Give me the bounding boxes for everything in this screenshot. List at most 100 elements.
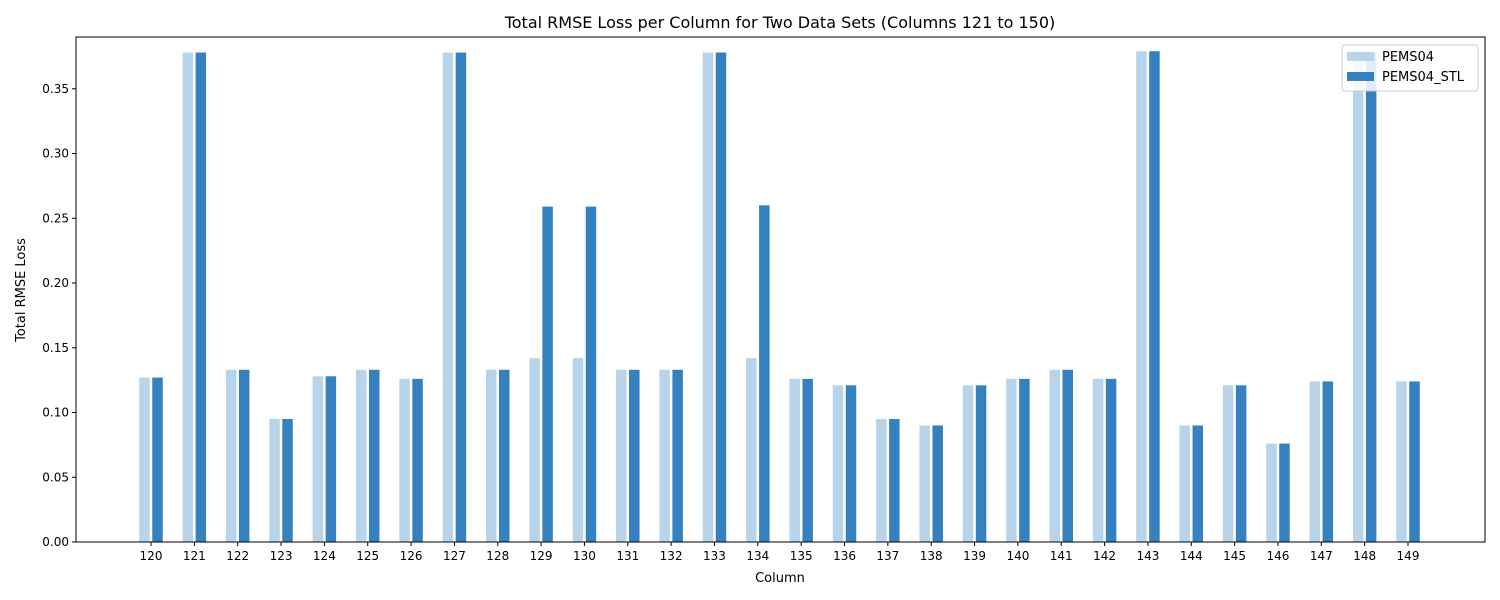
bar-pems04-129 [529, 358, 540, 542]
x-tick-label: 138 [920, 549, 943, 563]
bar-pems04-stl-129 [542, 206, 553, 542]
bar-pems04-stl-120 [152, 377, 163, 542]
bar-pems04-138 [919, 425, 930, 542]
x-tick-label: 144 [1180, 549, 1203, 563]
bar-pems04-stl-146 [1279, 443, 1290, 542]
x-tick-label: 140 [1006, 549, 1029, 563]
x-tick-label: 149 [1397, 549, 1420, 563]
bar-pems04-stl-131 [629, 369, 640, 542]
bar-pems04-137 [876, 418, 887, 542]
bar-pems04-stl-123 [282, 418, 293, 542]
bar-pems04-stl-124 [325, 376, 337, 542]
x-tick-label: 142 [1093, 549, 1116, 563]
bar-pems04-128 [486, 369, 497, 542]
y-tick-label: 0.00 [42, 535, 69, 549]
bar-pems04-stl-136 [845, 385, 857, 542]
y-tick-label: 0.15 [42, 341, 69, 355]
x-tick-label: 129 [530, 549, 553, 563]
bar-pems04-140 [1006, 378, 1017, 542]
bar-pems04-122 [225, 369, 237, 542]
x-tick-label: 124 [313, 549, 336, 563]
y-tick-label: 0.20 [42, 276, 69, 290]
x-tick-label: 136 [833, 549, 856, 563]
bar-pems04-stl-125 [368, 369, 380, 542]
y-tick-label: 0.10 [42, 406, 69, 420]
bar-pems04-stl-127 [455, 52, 467, 543]
x-tick-label: 141 [1050, 549, 1073, 563]
bar-pems04-120 [139, 377, 150, 542]
bar-pems04-stl-141 [1062, 369, 1073, 542]
y-axis-label: Total RMSE Loss [14, 238, 29, 343]
plot-frame [75, 36, 1486, 543]
bar-pems04-121 [182, 52, 194, 543]
y-tick-label: 0.30 [42, 147, 69, 161]
bar-pems04-133 [702, 52, 714, 543]
x-tick-label: 147 [1310, 549, 1333, 563]
x-tick-label: 125 [356, 549, 379, 563]
bars [139, 51, 1420, 543]
bar-pems04-stl-139 [975, 385, 987, 542]
x-tick-label: 128 [486, 549, 509, 563]
bar-pems04-stl-138 [932, 425, 943, 542]
bar-pems04-127 [442, 52, 454, 543]
x-tick-label: 137 [876, 549, 899, 563]
bar-pems04-132 [659, 369, 670, 542]
bar-pems04-stl-130 [585, 206, 597, 542]
bar-pems04-145 [1222, 385, 1234, 542]
bar-pems04-stl-149 [1409, 381, 1420, 542]
bar-pems04-139 [962, 385, 974, 542]
x-tick-label: 130 [573, 549, 596, 563]
bar-pems04-stl-128 [499, 369, 510, 542]
y-tick-label: 0.05 [42, 470, 69, 484]
x-tick-label: 123 [270, 549, 293, 563]
bar-pems04-126 [399, 378, 410, 542]
bar-pems04-stl-134 [759, 205, 770, 543]
bar-pems04-stl-137 [889, 418, 900, 542]
bar-pems04-stl-135 [802, 378, 813, 542]
bar-pems04-stl-126 [412, 378, 423, 542]
x-tick-label: 122 [226, 549, 249, 563]
bar-pems04-stl-122 [238, 369, 250, 542]
bar-pems04-144 [1179, 425, 1191, 542]
x-tick-label: 120 [140, 549, 163, 563]
bar-pems04-stl-148 [1365, 52, 1377, 543]
bar-pems04-stl-133 [715, 52, 727, 543]
x-tick-label: 145 [1223, 549, 1246, 563]
legend-box [1341, 44, 1479, 92]
x-axis: 120 121 122 123 124 125 126 127 128 129 130 131 132 1… [140, 542, 1420, 563]
x-tick-label: 134 [746, 549, 769, 563]
x-axis-label: Column [755, 571, 805, 586]
bar-pems04-147 [1309, 381, 1321, 542]
legend-label-pems04: PEMS04 [1382, 50, 1434, 65]
bar-pems04-stl-145 [1235, 385, 1247, 542]
bar-pems04-stl-144 [1192, 425, 1204, 542]
x-tick-label: 127 [443, 549, 466, 563]
legend-label-pems04-stl: PEMS04_STL [1382, 70, 1465, 85]
bar-pems04-stl-147 [1322, 381, 1334, 542]
bar-pems04-stl-132 [672, 369, 683, 542]
bar-pems04-131 [616, 369, 627, 542]
x-tick-label: 139 [963, 549, 986, 563]
bar-pems04-146 [1266, 443, 1277, 542]
x-tick-label: 126 [400, 549, 423, 563]
bar-pems04-stl-143 [1149, 51, 1160, 542]
legend-swatch-pems04-stl [1347, 72, 1374, 81]
x-tick-label: 135 [790, 549, 813, 563]
y-axis: 0.00 0.05 0.10 0.15 0.20 0.25 0.30 0.35 [42, 82, 76, 549]
bar-pems04-124 [312, 376, 324, 542]
bar-pems04-149 [1396, 381, 1407, 542]
bar-pems04-stl-140 [1019, 378, 1030, 542]
bar-pems04-135 [789, 378, 800, 542]
bar-pems04-130 [572, 358, 584, 542]
bar-pems04-123 [269, 418, 280, 542]
x-tick-label: 132 [660, 549, 683, 563]
legend: PEMS04 PEMS04_STL [1341, 44, 1479, 92]
bar-pems04-141 [1049, 369, 1060, 542]
bar-pems04-stl-121 [195, 52, 207, 543]
x-tick-label: 148 [1353, 549, 1376, 563]
bar-pems04-142 [1092, 378, 1104, 542]
x-tick-label: 146 [1267, 549, 1290, 563]
x-tick-label: 143 [1136, 549, 1159, 563]
legend-swatch-pems04 [1347, 52, 1374, 61]
bar-pems04-148 [1352, 52, 1364, 543]
